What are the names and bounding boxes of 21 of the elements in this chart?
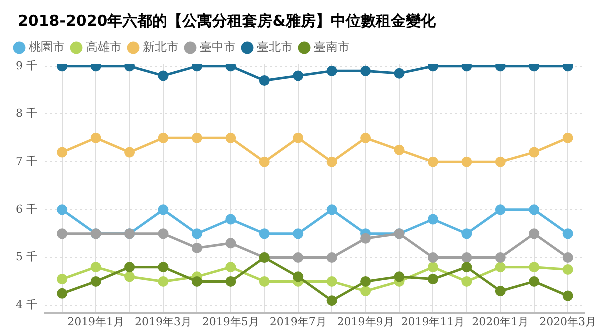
x-tick-label: 2020年1月	[472, 315, 530, 328]
legend-label: 臺南市	[314, 40, 350, 54]
x-tick-label: 2019年7月	[270, 315, 327, 328]
y-tick-label: 4 千	[16, 298, 38, 312]
x-tick-label: 2019年9月	[337, 315, 394, 328]
legend-label: 桃園市	[29, 40, 65, 54]
legend-label: 高雄市	[86, 40, 122, 54]
x-tick-label: 2019年3月	[134, 315, 192, 328]
x-tick-label: 2019年11月	[401, 315, 466, 328]
x-tick-label: 2019年5月	[202, 315, 260, 328]
legend-label: 臺中市	[200, 40, 236, 54]
legend-label: 臺北市	[257, 40, 293, 54]
x-tick-label: 2019年1月	[68, 315, 125, 328]
y-tick-label: 8 千	[16, 107, 38, 120]
x-tick-label: 2020年3月	[540, 315, 597, 328]
y-tick-label: 7 千	[16, 154, 38, 168]
chart-title: 2018-2020年六都的【公寓分租套房&雅房】中位數租金變化	[17, 11, 437, 32]
y-tick-label: 5 千	[16, 250, 38, 264]
legend-label: 新北市	[143, 40, 179, 54]
y-tick-label: 6 千	[16, 202, 38, 216]
y-tick-label: 9 千	[16, 59, 38, 72]
